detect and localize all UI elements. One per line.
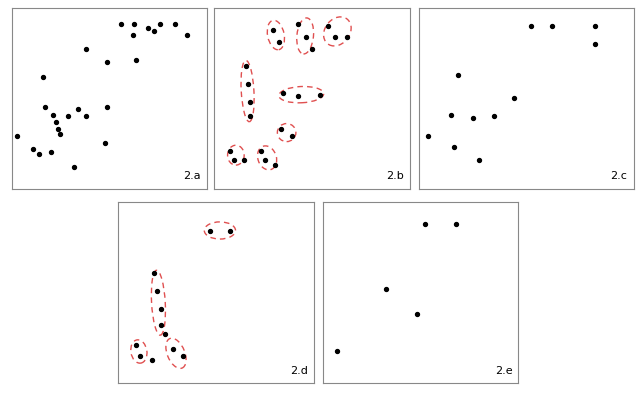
Point xyxy=(260,156,270,163)
Point xyxy=(244,113,255,119)
Point xyxy=(38,73,48,80)
Point xyxy=(330,34,340,40)
Point xyxy=(276,126,286,132)
Point xyxy=(149,28,159,35)
Point xyxy=(155,21,165,27)
Point xyxy=(241,63,251,69)
Point xyxy=(274,39,284,45)
Point xyxy=(51,119,61,125)
Point xyxy=(243,81,253,87)
Point xyxy=(100,140,110,146)
Point xyxy=(225,147,235,154)
Point xyxy=(127,32,138,38)
Point xyxy=(293,21,303,27)
Point xyxy=(73,106,83,112)
Point xyxy=(116,21,126,27)
Point xyxy=(244,99,255,105)
Point xyxy=(422,133,433,139)
Point xyxy=(332,347,342,354)
Point xyxy=(47,111,58,118)
Point xyxy=(147,357,157,363)
Text: 2.b: 2.b xyxy=(386,172,404,181)
Text: 2.e: 2.e xyxy=(495,366,513,376)
Point xyxy=(102,104,112,110)
Point xyxy=(152,288,163,294)
Point xyxy=(315,91,325,98)
Point xyxy=(178,353,188,359)
Point xyxy=(12,133,22,139)
Point xyxy=(278,90,288,96)
Point xyxy=(293,93,303,100)
Point xyxy=(301,34,311,40)
Point xyxy=(53,126,63,132)
Point xyxy=(81,113,91,119)
Point xyxy=(420,221,430,227)
Point xyxy=(307,46,317,53)
Point xyxy=(81,46,91,53)
Point xyxy=(225,228,235,235)
Point xyxy=(229,156,239,163)
Point xyxy=(547,23,557,29)
Point xyxy=(525,23,536,29)
Point xyxy=(452,71,463,78)
Point xyxy=(239,156,249,163)
Text: 2.a: 2.a xyxy=(183,172,201,181)
Text: 2.c: 2.c xyxy=(611,172,627,181)
Point xyxy=(168,346,178,352)
Point xyxy=(129,21,140,27)
Point xyxy=(268,27,278,33)
Point xyxy=(451,221,461,227)
Point xyxy=(160,331,170,337)
Point xyxy=(342,34,352,40)
Point xyxy=(148,270,159,276)
Point xyxy=(102,59,112,65)
Point xyxy=(468,115,478,121)
Point xyxy=(143,25,154,31)
Point xyxy=(449,144,459,150)
Point xyxy=(205,228,215,235)
Text: 2.d: 2.d xyxy=(290,366,308,376)
Point xyxy=(156,306,166,312)
Point xyxy=(256,147,266,154)
Point xyxy=(63,113,73,119)
Point xyxy=(28,146,38,152)
Point xyxy=(489,113,499,119)
Point xyxy=(474,156,484,163)
Point xyxy=(412,311,422,318)
Point xyxy=(55,131,65,138)
Point xyxy=(131,342,141,348)
Point xyxy=(156,322,166,328)
Point xyxy=(131,57,141,64)
Point xyxy=(270,162,280,168)
Point xyxy=(40,104,50,110)
Point xyxy=(69,164,79,170)
Point xyxy=(182,32,193,38)
Point xyxy=(287,133,298,139)
Point xyxy=(508,95,518,102)
Point xyxy=(323,23,333,29)
Point xyxy=(446,111,456,118)
Point xyxy=(590,23,600,29)
Point xyxy=(45,149,56,156)
Point xyxy=(34,151,44,158)
Point xyxy=(135,353,145,359)
Point xyxy=(170,21,180,27)
Point xyxy=(381,286,391,292)
Point xyxy=(590,41,600,47)
